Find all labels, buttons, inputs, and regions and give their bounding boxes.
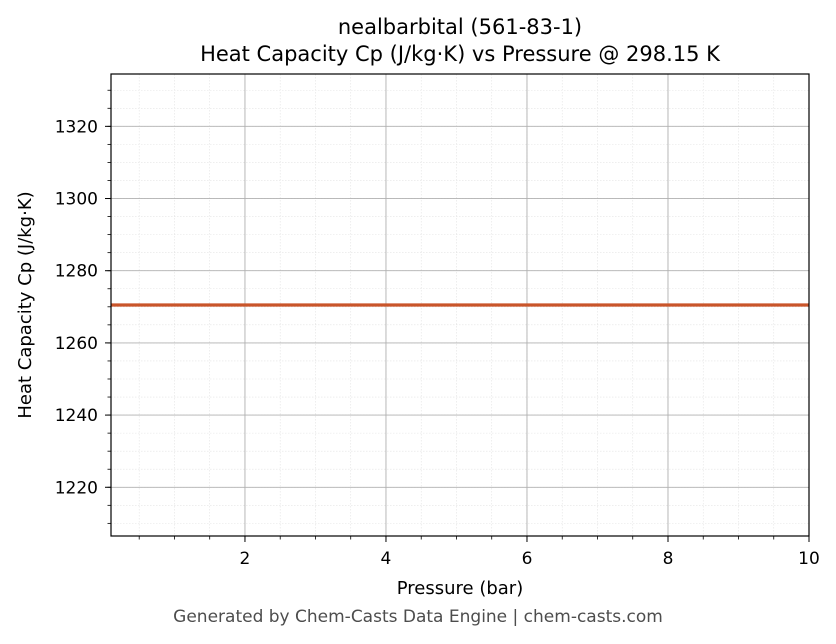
- y-axis-ticks: 1220 1240 1260 1280 1300 1320: [55, 89, 111, 524]
- y-tick-label: 1300: [55, 190, 98, 210]
- x-tick-label: 8: [663, 549, 674, 569]
- chart-title-line2: Heat Capacity Cp (J/kg·K) vs Pressure @ …: [200, 42, 721, 66]
- y-axis-label: Heat Capacity Cp (J/kg·K): [15, 191, 36, 418]
- y-tick-label: 1320: [55, 117, 98, 137]
- y-tick-label: 1260: [55, 334, 98, 354]
- footer-credit: Generated by Chem-Casts Data Engine | ch…: [173, 607, 663, 627]
- x-axis-label: Pressure (bar): [397, 578, 523, 599]
- y-tick-label: 1220: [55, 478, 98, 498]
- plot-frame: [110, 73, 810, 537]
- x-axis-ticks: 2 4 6 8 10: [138, 536, 820, 569]
- x-tick-label: 10: [798, 549, 820, 569]
- x-tick-label: 2: [240, 549, 251, 569]
- chart-title-line1: nealbarbital (561-83-1): [338, 15, 582, 39]
- y-tick-label: 1280: [55, 262, 98, 282]
- x-tick-label: 6: [522, 549, 533, 569]
- y-tick-label: 1240: [55, 406, 98, 426]
- x-tick-label: 4: [381, 549, 392, 569]
